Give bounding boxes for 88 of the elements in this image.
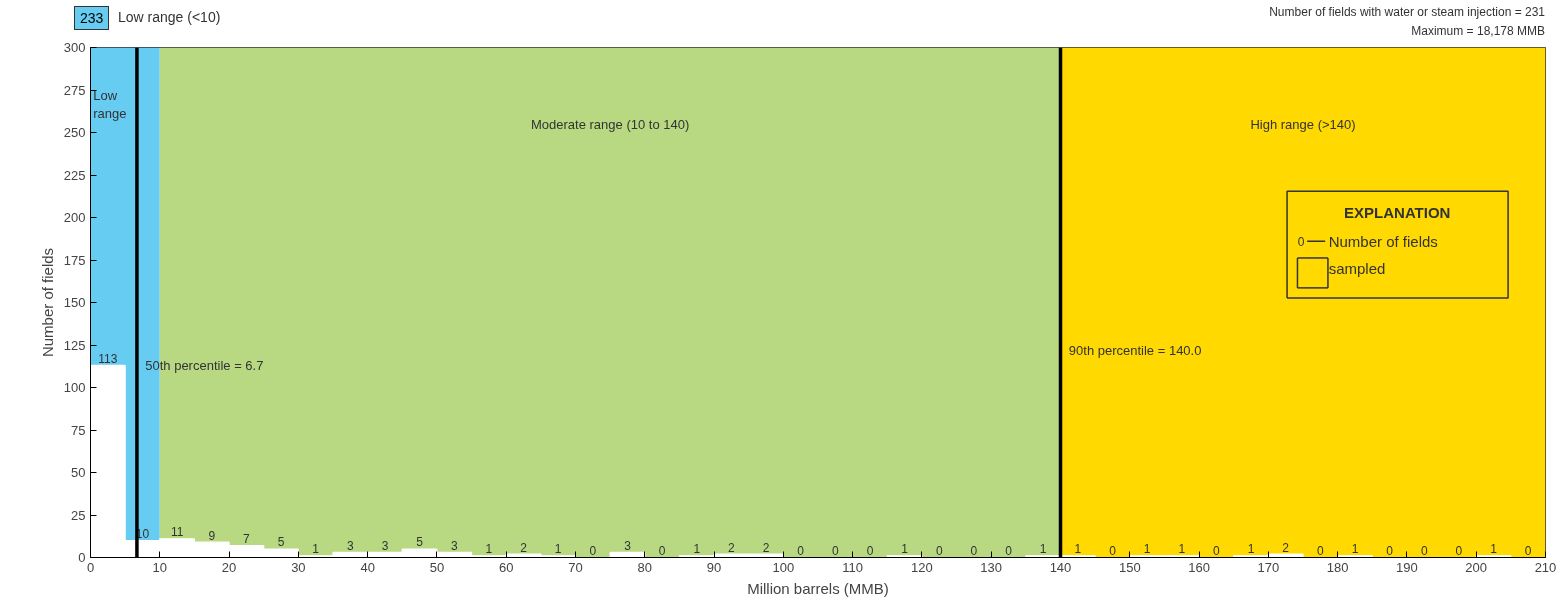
data-label: 0: [797, 543, 805, 558]
y-tick-label: 275: [63, 82, 86, 98]
y-tick-label: 225: [63, 167, 86, 183]
data-label: 9: [208, 528, 216, 543]
data-label: 1: [1247, 542, 1255, 557]
x-tick-label: 60: [498, 559, 514, 575]
data-label: 1: [312, 542, 320, 557]
x-tick-label: 120: [911, 559, 933, 575]
data-label: 2: [762, 540, 770, 555]
data-label: 3: [624, 538, 632, 553]
y-tick-label: 200: [63, 210, 86, 225]
data-label: 0: [658, 543, 666, 558]
data-label: 2: [728, 540, 736, 555]
data-label: 3: [346, 538, 354, 553]
x-tick-label: 180: [1326, 559, 1349, 575]
band-label: Moderate range (10 to 140): [531, 116, 690, 132]
data-label: 1: [1490, 542, 1498, 557]
y-tick-label: 125: [63, 337, 86, 353]
x-tick-label: 80: [637, 559, 653, 575]
data-label: 0: [866, 543, 874, 558]
y-tick-label: 150: [63, 295, 86, 310]
x-tick-label: 90: [706, 559, 722, 575]
data-label: 5: [416, 535, 424, 550]
data-label: 0: [1109, 543, 1117, 558]
data-label: 0: [1316, 543, 1324, 558]
x-tick-label: 40: [360, 559, 375, 575]
text: Low range (<10): [118, 8, 221, 27]
data-label: 1: [1143, 542, 1151, 557]
data-label: 1: [1039, 542, 1047, 557]
x-tick-label: 170: [1257, 559, 1280, 575]
y-tick-label: 250: [63, 125, 86, 140]
data-label: 0: [1005, 543, 1013, 558]
annotation: sampled: [1328, 260, 1386, 277]
data-label: 1: [1178, 542, 1186, 557]
x-tick-label: 100: [772, 559, 795, 575]
x-tick-label: 160: [1188, 559, 1210, 575]
x-tick-label: 150: [1118, 559, 1141, 575]
x-axis-title: Million barrels (MMB): [747, 579, 889, 597]
x-tick-label: 210: [1534, 559, 1557, 575]
data-label: 11: [170, 525, 184, 540]
y-tick-label: 50: [71, 465, 86, 480]
data-label: 2: [520, 540, 528, 555]
data-label: 0: [1420, 543, 1428, 558]
x-tick-label: 110: [842, 559, 864, 575]
band-label: Low range: [93, 88, 127, 122]
y-tick-label: 100: [63, 380, 86, 395]
data-label: 0: [1524, 543, 1532, 558]
annotation: 0: [1297, 234, 1305, 249]
data-label: 1: [693, 542, 701, 557]
x-tick-label: 20: [221, 559, 237, 575]
data-label: 1: [485, 542, 493, 557]
x-tick-label: 10: [152, 559, 168, 575]
band-label: High range (>140): [1250, 116, 1356, 132]
data-label: 2: [1282, 540, 1290, 555]
text: Number of fields with water or steam injection = 231: [1269, 4, 1545, 21]
y-tick-label: 300: [63, 40, 86, 55]
data-label: 7: [243, 532, 251, 547]
y-tick-label: 75: [71, 422, 86, 438]
x-tick-label: 130: [980, 559, 1003, 575]
data-label: 1: [1351, 542, 1359, 557]
data-label: 5: [277, 535, 285, 550]
text: 233: [74, 6, 110, 30]
x-tick-label: 50: [429, 559, 445, 575]
data-label: 0: [589, 543, 597, 558]
data-label: 1: [1074, 542, 1082, 557]
data-label: 3: [450, 538, 458, 553]
data-label: 0: [970, 543, 978, 558]
data-label: 0: [1455, 543, 1463, 558]
data-label: 3: [381, 538, 389, 553]
data-label: 0: [935, 543, 943, 558]
y-tick-label: 175: [63, 252, 86, 268]
y-axis-title: Number of fields: [38, 247, 56, 358]
data-label: 113: [98, 351, 118, 366]
x-tick-label: 70: [568, 559, 583, 575]
data-label: 0: [1213, 543, 1221, 558]
x-tick-label: 200: [1465, 559, 1488, 575]
text: Maximum = 18,178 MMB: [1411, 23, 1545, 40]
data-label: 1: [554, 542, 562, 557]
data-label: 1: [901, 542, 909, 557]
data-label: 0: [831, 543, 839, 558]
x-tick-label: 190: [1396, 559, 1418, 575]
y-tick-label: 25: [71, 507, 86, 523]
annotation: EXPLANATION: [1344, 203, 1451, 221]
ref-line-label: 90th percentile = 140.0: [1068, 342, 1202, 358]
x-tick-label: 30: [291, 559, 306, 575]
data-label: 0: [1386, 543, 1394, 558]
annotation: Number of fields: [1328, 232, 1438, 250]
x-tick-label: 140: [1049, 559, 1072, 575]
